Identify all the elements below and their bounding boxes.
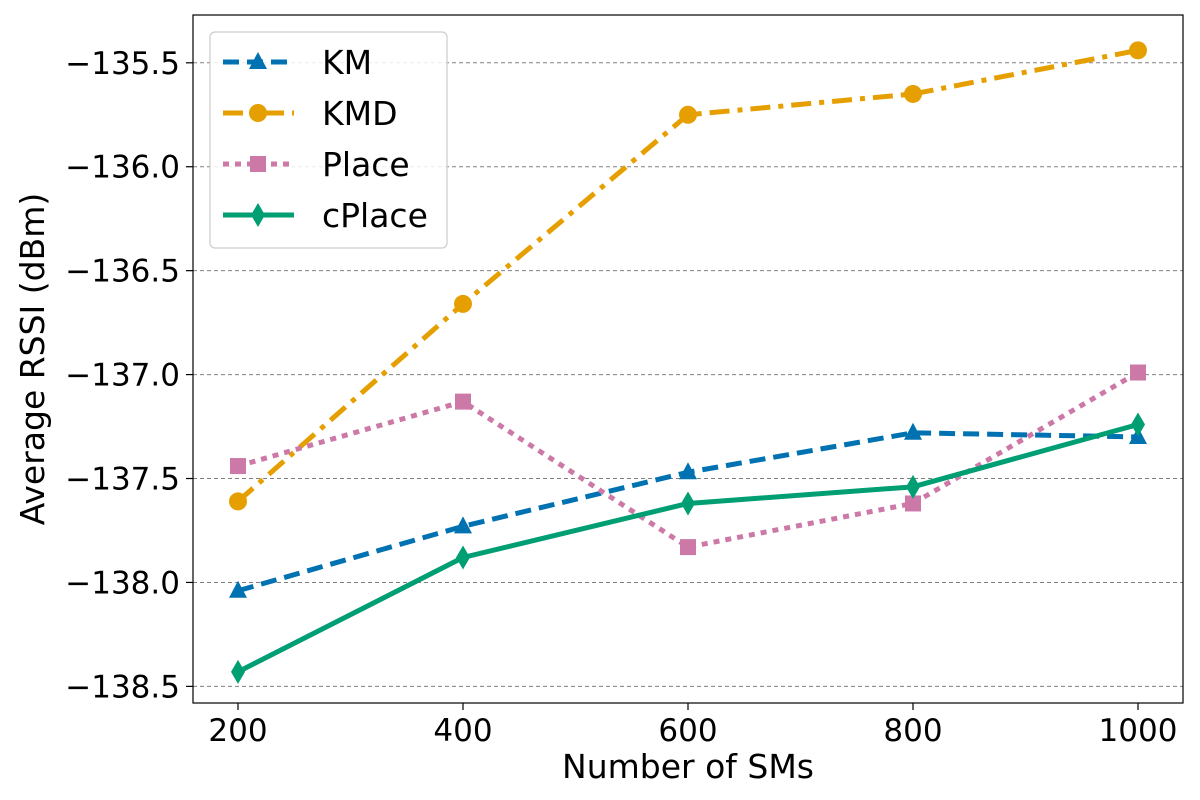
axis-ticks: −138.5 −138.0 −137.5 −137.0 −136.5 −136.0 −135…: [65, 46, 1177, 749]
y-tick-label: −138.0: [65, 565, 180, 601]
y-tick-label: −136.5: [65, 254, 180, 290]
x-tick-label: 1000: [1099, 713, 1178, 749]
data-point-km: [229, 580, 247, 598]
series-layer: [229, 41, 1147, 684]
data-point-place: [680, 539, 696, 556]
legend-marker-km: [249, 52, 267, 69]
y-tick-label: −137.5: [65, 462, 180, 498]
legend-label-km: KM: [322, 43, 372, 82]
x-axis-label: Number of SMs: [562, 747, 814, 786]
y-tick-label: −136.0: [65, 150, 180, 186]
data-point-kmd: [229, 492, 247, 511]
x-tick-label: 400: [433, 713, 492, 749]
data-point-kmd: [454, 294, 472, 313]
legend-marker-cplace: [251, 203, 265, 227]
series-km: [229, 422, 1147, 598]
data-point-cplace: [681, 491, 695, 516]
legend-marker-place: [250, 156, 266, 172]
y-tick-label: −138.5: [65, 669, 180, 705]
legend-label-place: Place: [322, 145, 410, 184]
data-point-kmd: [1129, 41, 1147, 60]
data-point-cplace: [456, 545, 470, 570]
data-point-place: [230, 458, 246, 475]
series-kmd: [229, 41, 1147, 511]
legend-box: [209, 31, 448, 249]
legend-label-kmd: KMD: [322, 94, 398, 133]
data-point-kmd: [679, 105, 697, 124]
x-tick-label: 600: [658, 713, 717, 749]
data-point-place: [455, 393, 471, 410]
y-tick-label: −135.5: [65, 46, 180, 82]
data-point-kmd: [904, 84, 922, 103]
legend-label-cplace: cPlace: [322, 196, 428, 235]
data-point-km: [454, 516, 472, 534]
data-point-cplace: [1131, 412, 1145, 437]
data-point-place: [905, 495, 921, 512]
data-point-km: [904, 422, 922, 440]
data-point-cplace: [906, 474, 920, 499]
data-point-km: [679, 462, 697, 480]
data-point-cplace: [231, 659, 245, 684]
y-tick-label: −137.0: [65, 358, 180, 394]
y-axis-label: Average RSSI (dBm): [13, 193, 52, 526]
series-line-place: [237, 370, 1140, 550]
data-point-place: [1130, 364, 1146, 381]
x-tick-label: 200: [208, 713, 267, 749]
series-place: [230, 364, 1146, 556]
legend-marker-kmd: [249, 104, 267, 122]
series-cplace: [231, 412, 1145, 684]
x-tick-label: 800: [883, 713, 942, 749]
legend: KM KMD Place cPlace: [209, 31, 448, 249]
